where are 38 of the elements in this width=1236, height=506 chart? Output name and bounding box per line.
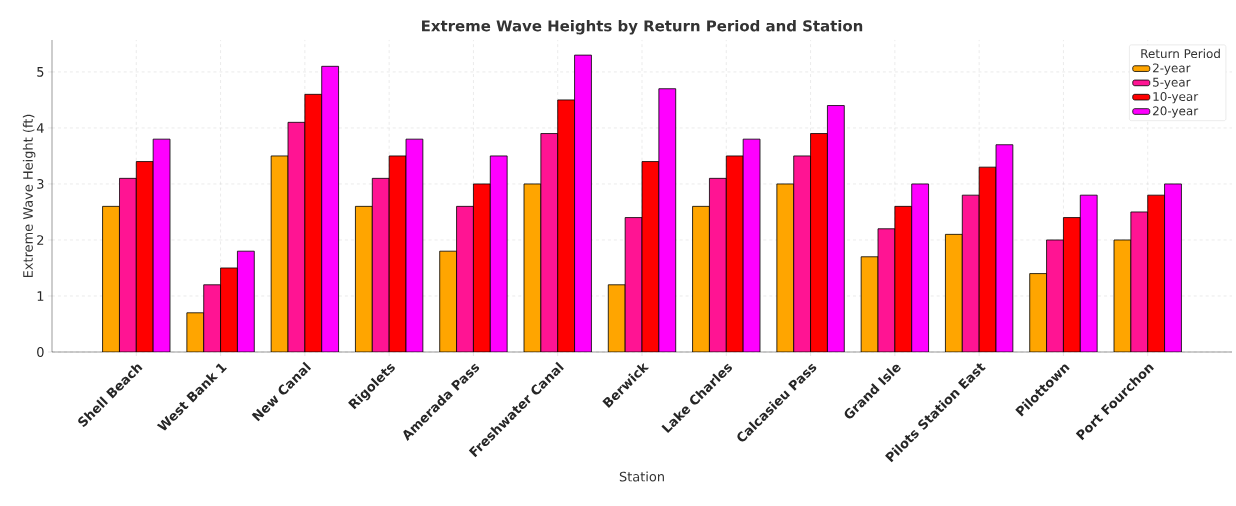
bar — [456, 205, 474, 352]
bar — [827, 105, 845, 352]
bar — [355, 205, 373, 352]
y-tick-label: 4 — [36, 123, 44, 133]
bar — [237, 250, 255, 352]
bar — [1029, 273, 1047, 352]
bar — [1046, 239, 1064, 352]
bar — [203, 284, 221, 352]
y-tick-label: 5 — [37, 67, 44, 77]
x-axis-title: Station — [619, 471, 664, 482]
bar — [810, 133, 828, 352]
bar — [102, 205, 120, 352]
y-tick-label: 1 — [37, 291, 44, 301]
bar — [1164, 183, 1182, 352]
y-tick-label: 2 — [37, 235, 44, 245]
legend-label: 5-year — [1153, 77, 1191, 89]
legend-title: Return Period — [1141, 48, 1220, 59]
bar — [473, 183, 491, 352]
bar — [709, 177, 727, 352]
legend-label: 20-year — [1153, 106, 1199, 118]
bar — [321, 65, 339, 352]
bar — [945, 233, 963, 352]
legend-label: 10-year — [1153, 91, 1199, 104]
bar — [793, 155, 811, 352]
chart-title: Extreme Wave Heights by Return Period and Station — [422, 19, 863, 35]
bar — [574, 54, 592, 352]
bar — [911, 183, 929, 352]
bar — [557, 99, 575, 352]
y-tick-label: 3 — [37, 179, 44, 189]
bar — [220, 267, 238, 352]
y-axis-title: Extreme Wave Height (ft) — [22, 114, 36, 278]
bar — [119, 177, 137, 352]
bar — [439, 250, 457, 352]
legend-label: 2-year — [1153, 63, 1191, 75]
bar — [692, 205, 710, 352]
bar — [1147, 194, 1165, 352]
bar — [1063, 217, 1081, 352]
y-tick-label: 0 — [37, 347, 44, 357]
